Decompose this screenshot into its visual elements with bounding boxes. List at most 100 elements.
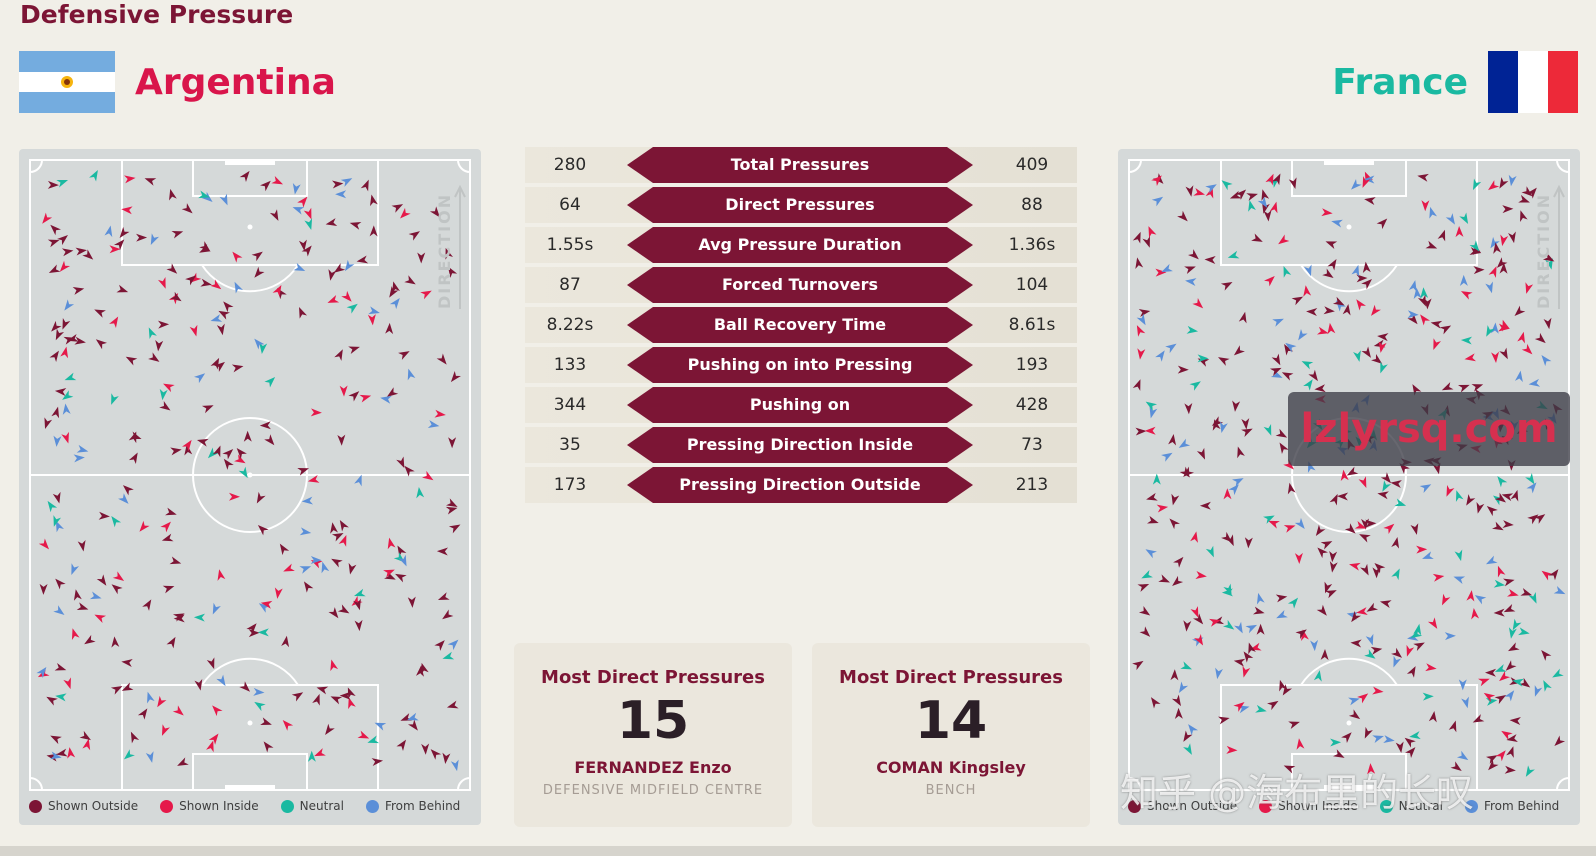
pressure-arrow-mark (1342, 303, 1351, 316)
legend-label: From Behind (1483, 799, 1560, 813)
pressure-arrow-mark (1223, 619, 1235, 630)
pressure-arrow-mark (159, 388, 168, 401)
pressure-arrow-mark (53, 515, 62, 527)
pressure-arrow-mark (219, 193, 228, 206)
pressure-arrow-mark (1218, 357, 1230, 366)
pressure-arrow-mark (1221, 531, 1232, 543)
pressure-arrow-mark (299, 566, 312, 574)
pressure-arrow-mark (447, 639, 459, 651)
pressure-arrow-mark (450, 370, 461, 383)
pressure-arrow-mark (301, 496, 314, 505)
pressure-arrow-mark (325, 723, 335, 735)
pressure-arrow-mark (1521, 343, 1533, 355)
pressure-arrow-mark (1474, 595, 1487, 605)
pressure-arrow-mark (421, 662, 429, 675)
pressure-arrow-mark (269, 209, 279, 221)
pressure-arrow-mark (1393, 655, 1402, 668)
pressure-arrow-mark (165, 507, 177, 516)
direction-label: DIRECTION (1534, 193, 1553, 309)
pressure-arrow-mark (1504, 690, 1515, 702)
pressure-arrow-mark (60, 346, 69, 359)
pressure-arrow-mark (442, 752, 451, 764)
pressure-arrow-mark (1437, 229, 1446, 242)
pressure-arrow-mark (1320, 541, 1333, 550)
pressure-arrow-mark (335, 190, 347, 199)
pressure-arrow-mark (82, 249, 94, 260)
pressure-arrow-mark (1221, 180, 1233, 191)
pressure-arrow-mark (1492, 521, 1504, 531)
pressure-arrow-mark (398, 554, 407, 567)
pressure-arrow-mark (1494, 492, 1506, 503)
pressure-arrow-mark (1137, 584, 1150, 592)
pressure-arrow-mark (210, 279, 222, 290)
pressure-arrow-mark (341, 290, 352, 302)
pressure-arrow-mark (1303, 264, 1312, 277)
pressure-arrow-mark (1390, 480, 1402, 489)
pressure-arrow-mark (348, 346, 360, 355)
pressure-arrow-mark (1455, 490, 1464, 502)
pressure-arrow-mark (1148, 226, 1157, 238)
pressure-arrow-mark (1232, 400, 1241, 412)
pressure-arrow-mark (1439, 325, 1452, 335)
pressure-arrow-mark (1429, 206, 1438, 219)
pressure-arrow-mark (1177, 210, 1188, 222)
pressure-arrow-mark (1341, 732, 1352, 743)
pressure-arrow-mark (1146, 492, 1158, 501)
legend-item: Shown Outside (29, 799, 138, 813)
pressure-arrow-mark (1367, 763, 1376, 775)
pressure-arrow-mark (56, 179, 69, 188)
pressure-arrow-mark (337, 434, 346, 446)
pressure-arrow-mark (1189, 381, 1201, 391)
pressure-arrow-mark (1460, 336, 1473, 345)
pressure-arrow-mark (1155, 350, 1165, 362)
pressure-arrow-mark (1256, 623, 1265, 635)
pressure-arrow-mark (1257, 196, 1268, 208)
pressure-arrow-mark (298, 239, 307, 252)
pressure-arrow-mark (1500, 234, 1509, 247)
pressure-arrow-mark (348, 562, 357, 575)
pressure-arrow-mark (61, 431, 69, 444)
bottom-bar (0, 846, 1596, 856)
pressure-arrow-mark (260, 717, 272, 725)
pressure-arrow-mark (332, 180, 344, 189)
pressure-arrow-mark (1441, 593, 1451, 606)
pressure-arrow-mark (396, 739, 407, 751)
pressure-arrow-mark (291, 692, 304, 702)
pressure-arrow-mark (257, 525, 269, 536)
pressure-arrow-mark (51, 406, 60, 419)
pressure-arrow-mark (303, 581, 314, 593)
pressure-arrow-mark (407, 596, 416, 608)
pressure-arrow-mark (1268, 520, 1280, 529)
pressure-arrow-mark (1197, 354, 1209, 363)
pressure-arrow-mark (354, 619, 363, 632)
pressure-arrow-mark (1136, 325, 1146, 337)
stat-left-value: 173 (553, 475, 587, 495)
pressure-arrow-mark (1359, 534, 1371, 543)
pressure-arrow-mark (354, 588, 366, 597)
pressure-arrow-mark (1494, 695, 1507, 705)
pressure-arrow-mark (1502, 520, 1514, 529)
pressure-arrow-mark (1220, 281, 1233, 291)
pressure-arrow-mark (1233, 702, 1245, 712)
pressure-arrow-mark (297, 196, 308, 208)
pressure-arrow-mark (210, 314, 223, 322)
pressure-arrow-mark (50, 735, 62, 745)
pressure-arrow-mark (1406, 666, 1416, 678)
pressure-arrow-mark (385, 322, 394, 335)
pressure-arrow-mark (98, 511, 110, 520)
pressure-arrow-mark (200, 278, 212, 287)
pressure-arrow-mark (1377, 491, 1389, 500)
pressure-arrow-mark (292, 207, 305, 215)
pressure-arrow-mark (212, 445, 221, 458)
pressure-arrow-mark (1285, 342, 1297, 353)
pressure-arrow-mark (299, 527, 312, 536)
pressure-arrow-mark (254, 266, 265, 278)
pressure-arrow-mark (368, 306, 380, 315)
pressure-arrow-mark (1365, 519, 1377, 528)
pressure-arrow-mark (271, 176, 284, 185)
neutral-dot-icon (1379, 799, 1393, 813)
team-name-left: Argentina (135, 61, 336, 103)
pressure-arrow-mark (234, 281, 243, 294)
pressure-arrow-mark (75, 247, 87, 256)
pressure-arrow-mark (155, 340, 164, 352)
